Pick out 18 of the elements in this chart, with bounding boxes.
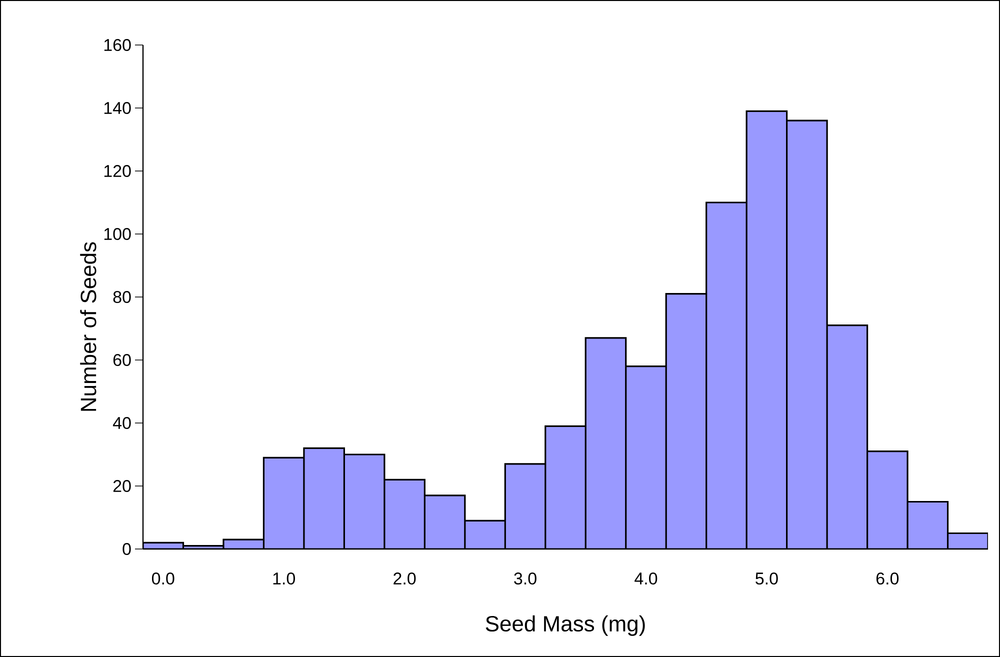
- y-axis-title: Number of Seeds: [80, 242, 96, 411]
- x-tick-label: 1.0: [273, 572, 295, 585]
- y-tick-label: 0: [122, 542, 131, 556]
- x-tick-label: 6.0: [876, 572, 899, 585]
- y-tick-label: 140: [104, 102, 131, 114]
- x-tick-label: 2.0: [394, 572, 416, 585]
- y-tick-label: 160: [104, 38, 131, 52]
- x-tick-label: 5.0: [756, 572, 778, 585]
- y-tick-label: 60: [113, 354, 131, 366]
- y-tick-label: 80: [113, 290, 131, 304]
- y-tick-label: 40: [112, 416, 131, 430]
- x-tick-label: 3.0: [514, 572, 536, 585]
- x-tick-label: 0.0: [152, 572, 174, 585]
- x-axis-title: Seed Mass (mg): [486, 615, 645, 636]
- y-tick-label: 120: [104, 164, 131, 178]
- x-tick-label: 4.0: [634, 572, 658, 585]
- y-tick-label: 100: [104, 228, 131, 240]
- y-tick-label: 20: [113, 480, 131, 492]
